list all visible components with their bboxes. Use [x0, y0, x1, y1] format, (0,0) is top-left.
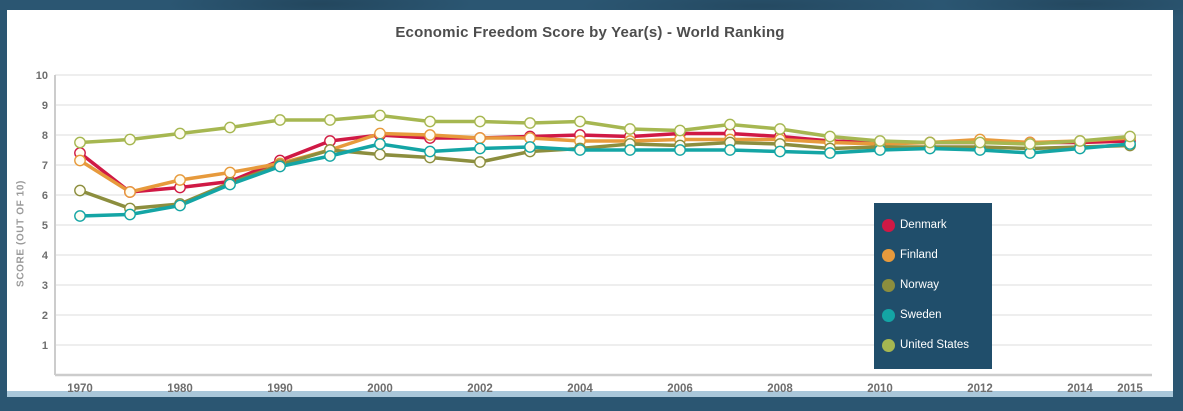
data-point-sweden-2004[interactable]	[574, 144, 586, 156]
data-point-sweden-1985[interactable]	[224, 178, 236, 191]
data-point-united-states-1975[interactable]	[124, 133, 136, 146]
data-point-sweden-1975[interactable]	[124, 208, 136, 221]
x-tick-label-2000: 2000	[367, 383, 393, 395]
data-point-united-states-2010[interactable]	[874, 135, 886, 147]
x-tick-label-2014: 2014	[1067, 383, 1093, 395]
legend-item-denmark[interactable]: Denmark	[882, 210, 984, 240]
data-point-finland-1970[interactable]	[74, 154, 86, 167]
y-tick-label-5: 5	[42, 220, 48, 232]
data-point-sweden-2006[interactable]	[674, 144, 686, 156]
y-tick-label-10: 10	[36, 70, 48, 82]
x-tick-label-2008: 2008	[767, 383, 793, 395]
data-point-united-states-2006[interactable]	[674, 124, 686, 137]
data-point-united-states-2012[interactable]	[974, 136, 986, 149]
data-point-sweden-2008[interactable]	[774, 145, 786, 158]
data-point-united-states-2005[interactable]	[624, 123, 636, 135]
x-tick-label-1990: 1990	[267, 383, 293, 395]
series-line-united-states	[78, 113, 1132, 146]
y-tick-label-3: 3	[42, 280, 48, 292]
data-point-united-states-2011[interactable]	[924, 136, 936, 149]
data-point-sweden-1980[interactable]	[174, 199, 186, 212]
legend-item-finland[interactable]: Finland	[882, 240, 984, 270]
legend-item-norway[interactable]: Norway	[882, 270, 984, 300]
data-point-united-states-2004[interactable]	[574, 115, 586, 128]
data-point-sweden-1995[interactable]	[324, 150, 336, 162]
data-point-united-states-2007[interactable]	[724, 118, 736, 131]
data-point-united-states-2013[interactable]	[1024, 138, 1036, 150]
y-tick-label-8: 8	[42, 130, 48, 142]
legend-label-finland: Finland	[900, 249, 938, 261]
data-point-norway-2002[interactable]	[474, 156, 486, 168]
data-point-united-states-2003[interactable]	[524, 117, 536, 129]
y-tick-label-1: 1	[42, 340, 48, 352]
legend-swatch-united-states	[882, 338, 895, 352]
legend-swatch-finland	[882, 248, 895, 262]
data-point-finland-2001[interactable]	[424, 129, 436, 141]
legend-item-sweden[interactable]: Sweden	[882, 300, 984, 330]
data-point-united-states-1980[interactable]	[174, 127, 186, 140]
legend-swatch-denmark	[882, 218, 895, 232]
data-point-sweden-2000[interactable]	[374, 138, 386, 150]
data-point-finland-2002[interactable]	[474, 132, 486, 144]
y-tick-label-4: 4	[42, 250, 49, 262]
data-point-united-states-1970[interactable]	[74, 136, 86, 149]
x-tick-label-2004: 2004	[567, 383, 593, 395]
data-point-united-states-2000[interactable]	[374, 109, 386, 122]
data-point-sweden-2001[interactable]	[424, 145, 436, 158]
data-point-united-states-1995[interactable]	[324, 114, 336, 126]
data-point-united-states-2015[interactable]	[1124, 130, 1136, 143]
data-point-united-states-1985[interactable]	[224, 121, 236, 134]
x-tick-label-2015: 2015	[1117, 383, 1143, 395]
data-point-united-states-2014[interactable]	[1074, 135, 1086, 147]
data-point-sweden-2007[interactable]	[724, 144, 736, 156]
data-point-sweden-2009[interactable]	[824, 147, 836, 159]
data-point-united-states-2001[interactable]	[424, 115, 436, 128]
data-point-finland-1980[interactable]	[174, 174, 186, 186]
x-tick-label-2006: 2006	[667, 383, 693, 395]
data-point-sweden-1970[interactable]	[74, 210, 86, 222]
legend-label-sweden: Sweden	[900, 309, 942, 321]
data-point-norway-2000[interactable]	[374, 148, 386, 161]
series-line-norway	[78, 140, 1132, 211]
series-line-sweden	[78, 142, 1132, 218]
data-point-finland-1985[interactable]	[224, 166, 236, 179]
legend-label-norway: Norway	[900, 279, 939, 291]
data-point-norway-1970[interactable]	[74, 184, 86, 197]
data-point-sweden-2002[interactable]	[474, 142, 486, 155]
data-point-sweden-2005[interactable]	[624, 144, 636, 156]
x-tick-label-2012: 2012	[967, 383, 993, 395]
legend-label-denmark: Denmark	[900, 219, 947, 231]
y-tick-label-2: 2	[42, 310, 48, 322]
legend-item-united-states[interactable]: United States	[882, 330, 984, 360]
chart-legend: Denmark Finland Norway Sweden United States	[874, 203, 992, 369]
legend-label-united-states: United States	[900, 339, 970, 351]
data-point-united-states-2008[interactable]	[774, 123, 786, 135]
x-tick-label-2002: 2002	[467, 383, 493, 395]
y-tick-label-6: 6	[42, 190, 48, 202]
data-point-united-states-2009[interactable]	[824, 130, 836, 143]
y-tick-label-7: 7	[42, 160, 48, 172]
y-tick-label-9: 9	[42, 100, 48, 112]
x-tick-label-2010: 2010	[867, 383, 893, 395]
data-point-sweden-1990[interactable]	[274, 160, 286, 173]
data-point-finland-2000[interactable]	[374, 127, 386, 140]
x-tick-label-1970: 1970	[67, 383, 93, 395]
x-tick-label-1980: 1980	[167, 383, 193, 395]
data-point-sweden-2003[interactable]	[524, 141, 536, 153]
data-point-united-states-2002[interactable]	[474, 115, 486, 128]
data-point-finland-1975[interactable]	[124, 186, 136, 198]
chart-title: Economic Freedom Score by Year(s) - Worl…	[395, 24, 785, 41]
legend-swatch-norway	[882, 278, 895, 292]
legend-swatch-sweden	[882, 308, 895, 322]
data-point-united-states-1990[interactable]	[274, 114, 286, 126]
